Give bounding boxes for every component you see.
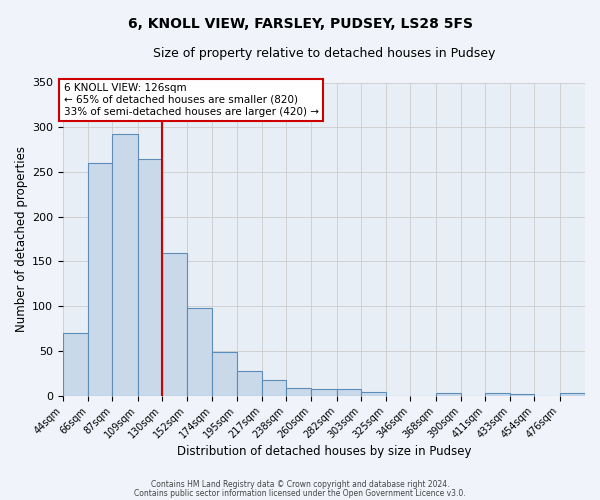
Text: Contains public sector information licensed under the Open Government Licence v3: Contains public sector information licen…	[134, 488, 466, 498]
Bar	[187, 308, 212, 396]
Text: Contains HM Land Registry data © Crown copyright and database right 2024.: Contains HM Land Registry data © Crown c…	[151, 480, 449, 489]
Bar	[212, 352, 236, 396]
Bar	[162, 252, 187, 396]
Bar	[361, 392, 386, 396]
Bar	[63, 333, 88, 396]
Text: 6 KNOLL VIEW: 126sqm
← 65% of detached houses are smaller (820)
33% of semi-deta: 6 KNOLL VIEW: 126sqm ← 65% of detached h…	[64, 84, 319, 116]
Bar	[88, 163, 112, 396]
Bar	[337, 390, 361, 396]
Bar	[510, 394, 535, 396]
Bar	[262, 380, 286, 396]
Bar	[311, 390, 337, 396]
Bar	[286, 388, 311, 396]
Text: 6, KNOLL VIEW, FARSLEY, PUDSEY, LS28 5FS: 6, KNOLL VIEW, FARSLEY, PUDSEY, LS28 5FS	[128, 18, 473, 32]
Title: Size of property relative to detached houses in Pudsey: Size of property relative to detached ho…	[153, 48, 495, 60]
X-axis label: Distribution of detached houses by size in Pudsey: Distribution of detached houses by size …	[177, 444, 471, 458]
Bar	[236, 370, 262, 396]
Bar	[112, 134, 138, 396]
Bar	[138, 158, 162, 396]
Bar	[485, 393, 510, 396]
Y-axis label: Number of detached properties: Number of detached properties	[15, 146, 28, 332]
Bar	[436, 393, 461, 396]
Bar	[560, 393, 585, 396]
